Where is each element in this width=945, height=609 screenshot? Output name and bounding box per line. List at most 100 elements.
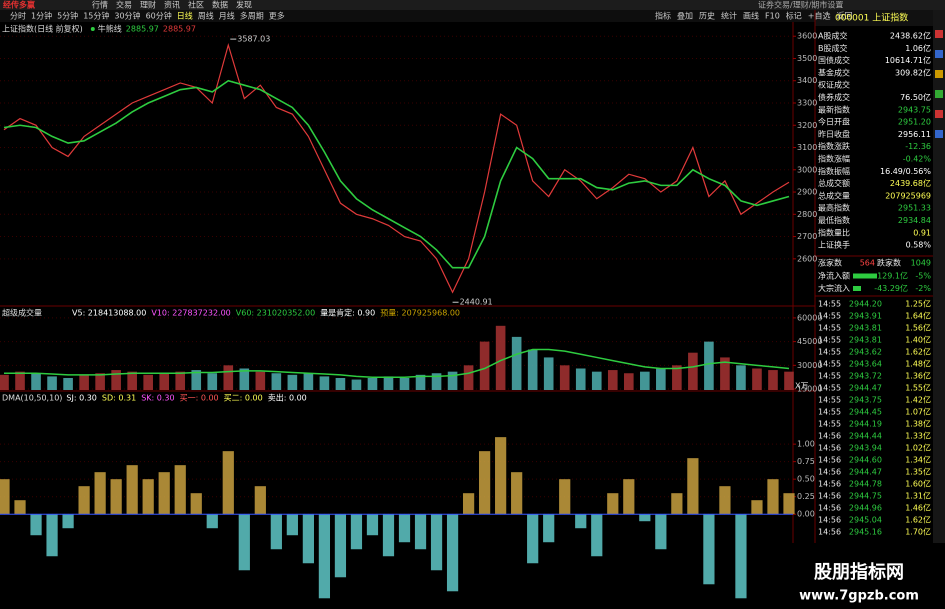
- tool-button[interactable]: 统计: [721, 11, 737, 21]
- period-tab[interactable]: 60分钟: [146, 11, 172, 21]
- volume-bar: [463, 365, 474, 390]
- indicator-value: 量是肯定: 0.90: [320, 308, 375, 318]
- trade-time: 14:56: [818, 492, 841, 501]
- annotation: 2440.91: [460, 298, 493, 307]
- flow-label: 净流入额: [818, 271, 850, 281]
- period-tab[interactable]: 30分钟: [114, 11, 140, 21]
- dma-bar: [623, 479, 635, 515]
- trade-time: 14:56: [818, 516, 841, 525]
- dma-bar: [767, 479, 779, 515]
- side-icon-bar: [933, 10, 945, 543]
- dma-bar: [174, 465, 186, 515]
- period-tab[interactable]: 更多: [269, 11, 285, 21]
- tool-button[interactable]: 指标: [655, 11, 671, 21]
- tool-button[interactable]: 返回: [836, 12, 852, 21]
- trade-price: 2944.19: [849, 420, 882, 429]
- period-tab[interactable]: 周线: [198, 11, 214, 21]
- volume-bar: [15, 371, 25, 390]
- quote-value: 76.50亿: [900, 92, 931, 102]
- trade-price: 2944.78: [849, 480, 882, 489]
- period-tab[interactable]: 月线: [219, 11, 235, 21]
- tool-button[interactable]: 标记: [786, 11, 802, 21]
- volume-bar: [31, 373, 41, 390]
- tool-button[interactable]: 历史: [699, 11, 715, 21]
- indicator-value: 买一: 0.00: [180, 394, 219, 403]
- flow-bar: [853, 286, 861, 291]
- quote-label: B股成交: [818, 43, 848, 53]
- icon[interactable]: [935, 90, 943, 98]
- volume-bar: [127, 371, 137, 390]
- trade-volume: 1.40亿: [905, 335, 931, 345]
- toolbar: [0, 10, 815, 22]
- tool-button[interactable]: 画线: [743, 11, 759, 21]
- trade-price: 2944.45: [849, 408, 882, 417]
- quote-label: 指数量比: [818, 227, 850, 237]
- menu-item[interactable]: 行情: [92, 0, 108, 10]
- trade-price: 2944.20: [849, 300, 882, 309]
- top-right-link[interactable]: 证券交易/理财/期市设置: [758, 0, 843, 10]
- icon[interactable]: [935, 50, 943, 58]
- y-tick-label: 3000: [797, 165, 817, 174]
- volume-bar: [175, 371, 186, 390]
- volume-bar: [143, 374, 153, 390]
- menu-item[interactable]: 资讯: [164, 0, 180, 10]
- volume-bar: [255, 371, 266, 390]
- icon[interactable]: [935, 30, 943, 38]
- dma-bar: [222, 451, 234, 515]
- trade-time: 14:55: [818, 408, 841, 417]
- dma-bar: [254, 486, 266, 515]
- volume-bar: [415, 374, 426, 390]
- trade-time: 14:56: [818, 456, 841, 465]
- icon[interactable]: [935, 70, 943, 78]
- dma-bar: [414, 514, 427, 550]
- logo: 经传多赢: [3, 0, 35, 10]
- annotation: 3587.03: [237, 35, 270, 44]
- quote-value: 16.49/0.56%: [880, 167, 931, 176]
- period-tab[interactable]: 日线: [177, 11, 193, 21]
- y-tick-label: 0.75: [797, 457, 815, 466]
- quote-label: 指数涨跌: [818, 141, 850, 151]
- dma-bar: [270, 514, 282, 550]
- quote-label: 最新指数: [818, 104, 850, 114]
- dma-bar: [398, 514, 411, 543]
- menu-item[interactable]: 发现: [236, 0, 252, 10]
- quote-value: 309.82亿: [895, 67, 931, 77]
- icon[interactable]: [935, 130, 943, 138]
- indicator-value: V10: 227837232.00: [151, 309, 230, 318]
- icon[interactable]: [935, 110, 943, 118]
- quote-label: A股成交: [818, 31, 847, 41]
- menu-item[interactable]: 理财: [140, 0, 156, 10]
- dma-bar: [46, 514, 58, 557]
- menu-item[interactable]: 交易: [116, 0, 132, 10]
- period-tab[interactable]: 15分钟: [83, 11, 109, 21]
- trade-price: 2944.75: [849, 492, 882, 501]
- quote-label: 债券成交: [818, 92, 850, 102]
- quote-label: 总成交量: [818, 190, 850, 200]
- tool-button[interactable]: F10: [765, 12, 780, 21]
- dma-bar: [687, 458, 699, 515]
- trade-time: 14:55: [818, 300, 841, 309]
- watermark-box: [773, 543, 945, 609]
- y-tick-label: 3300: [797, 99, 817, 108]
- quote-label: 指数振幅: [818, 166, 850, 176]
- period-tab[interactable]: 5分钟: [57, 11, 78, 21]
- dma-bar: [575, 514, 587, 529]
- menu-bar: [0, 0, 945, 10]
- dma-bar: [511, 472, 523, 515]
- quote-value: 0.58%: [906, 241, 932, 250]
- y-tick-label: 3500: [797, 54, 817, 63]
- period-tab[interactable]: 分时: [10, 11, 26, 21]
- quote-header: [815, 10, 933, 26]
- quote-title: 000001 上证指数: [835, 12, 908, 24]
- menu-item[interactable]: 社区: [188, 0, 204, 10]
- dma-bar: [783, 493, 795, 515]
- period-tab[interactable]: 多周期: [240, 11, 264, 21]
- y-tick-label: 2700: [797, 232, 817, 241]
- breadth-value: 564: [860, 259, 875, 268]
- period-tab[interactable]: 1分钟: [31, 11, 52, 21]
- tool-button[interactable]: +自选: [808, 11, 831, 21]
- volume-bar: [752, 368, 762, 390]
- tool-button[interactable]: 叠加: [677, 11, 693, 21]
- trade-volume: 1.46亿: [905, 503, 931, 513]
- menu-item[interactable]: 数据: [212, 0, 228, 10]
